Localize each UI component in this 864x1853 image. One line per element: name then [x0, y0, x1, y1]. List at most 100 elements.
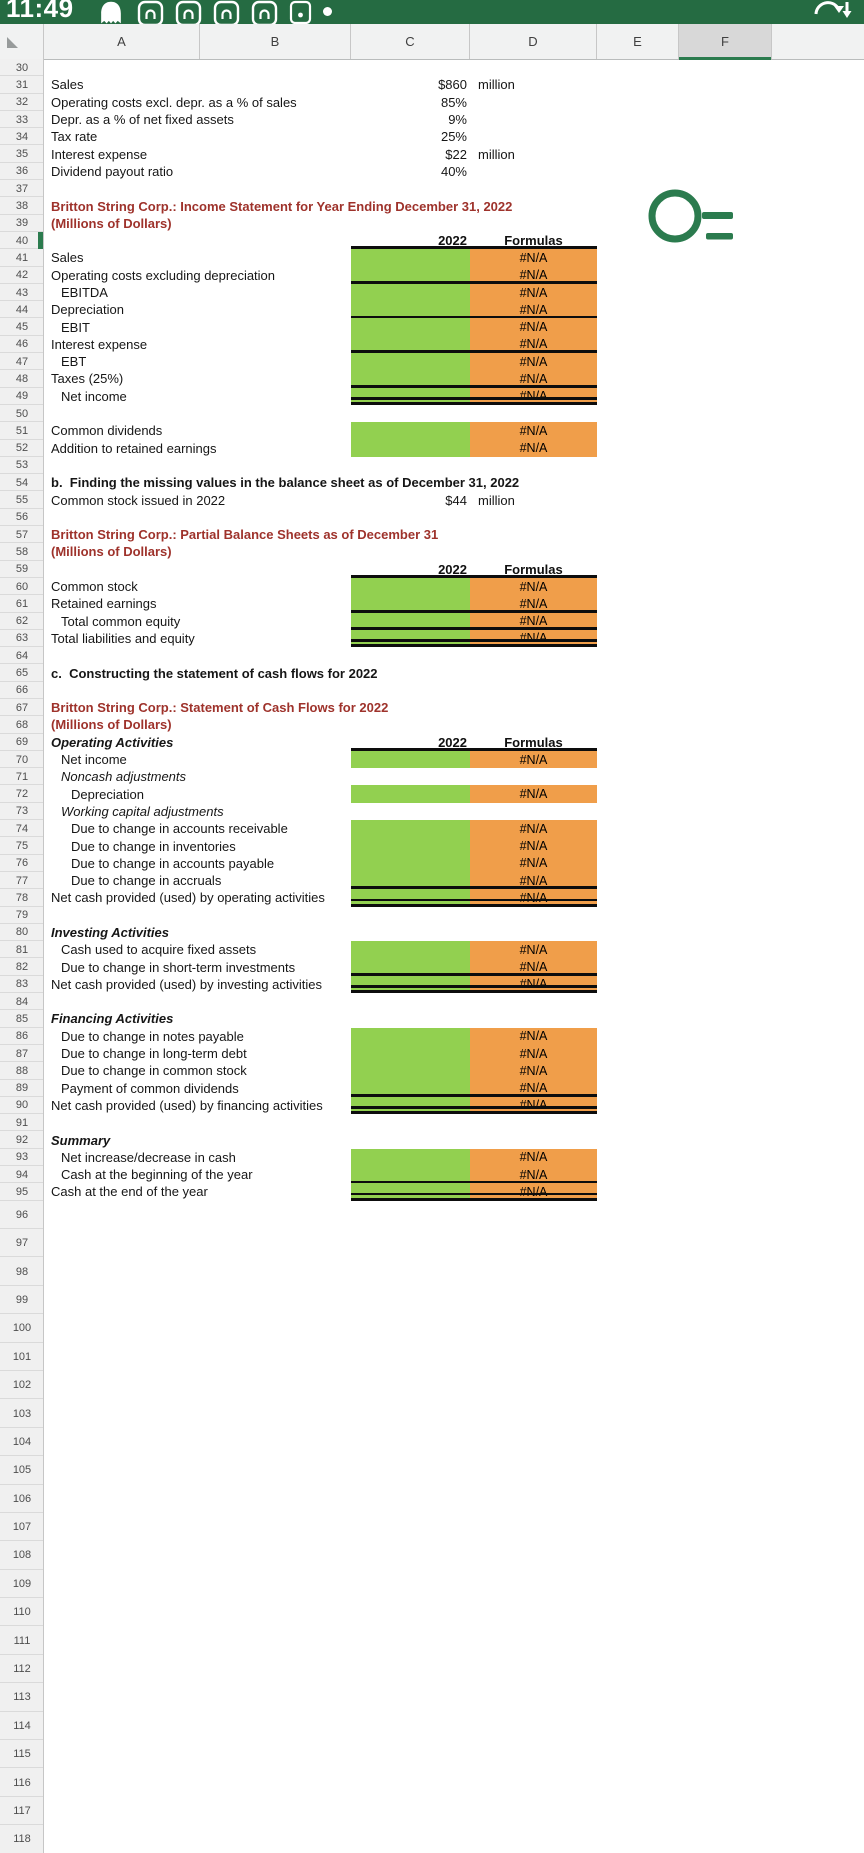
row-number[interactable]: 78	[0, 889, 44, 907]
row-number[interactable]: 105	[0, 1456, 44, 1485]
row-number[interactable]: 90	[0, 1096, 44, 1115]
cell-label[interactable]: Net cash provided (used) by financing ac…	[51, 1097, 323, 1113]
row-number[interactable]: 47	[0, 353, 44, 371]
formula-cell[interactable]: #N/A	[470, 439, 597, 457]
cell-label[interactable]: (Millions of Dollars)	[51, 215, 172, 231]
cell-label[interactable]: Operating costs excl. depr. as a % of sa…	[51, 94, 297, 110]
formulas-header-cell[interactable]: Formulas	[504, 561, 563, 577]
cell-value[interactable]: $22	[445, 146, 467, 162]
cell-label[interactable]: EBIT	[61, 319, 90, 335]
formula-cell[interactable]: #N/A	[470, 1079, 597, 1097]
formula-cell[interactable]: #N/A	[470, 871, 597, 890]
row-number[interactable]: 44	[0, 301, 44, 319]
row-number[interactable]: 97	[0, 1228, 44, 1258]
row-number[interactable]: 71	[0, 768, 44, 786]
input-cell[interactable]	[351, 1096, 470, 1115]
cell-label[interactable]: Depr. as a % of net fixed assets	[51, 112, 234, 128]
formulas-header-cell[interactable]: Formulas	[504, 734, 563, 750]
cell-label[interactable]: EBITDA	[61, 285, 108, 300]
input-cell[interactable]	[351, 750, 470, 769]
row-number[interactable]: 76	[0, 854, 44, 872]
formula-cell[interactable]: #N/A	[470, 318, 597, 336]
row-number[interactable]: 56	[0, 508, 44, 527]
cell-label[interactable]: Payment of common dividends	[61, 1080, 239, 1096]
cell-label[interactable]: Tax rate	[51, 129, 98, 145]
row-number[interactable]: 110	[0, 1598, 44, 1627]
input-cell[interactable]	[351, 1027, 470, 1045]
row-number[interactable]: 112	[0, 1654, 44, 1684]
row-number[interactable]: 89	[0, 1079, 44, 1097]
input-cell[interactable]	[351, 837, 470, 855]
cell-label[interactable]: (Millions of Dollars)	[51, 544, 172, 560]
row-number[interactable]: 106	[0, 1484, 44, 1513]
cell-label[interactable]: Due to change in accounts payable	[71, 855, 275, 871]
cell-label[interactable]: Operating Activities	[51, 734, 174, 750]
column-header-f-selected[interactable]: F	[679, 24, 772, 60]
row-number[interactable]: 45	[0, 318, 44, 336]
formulas-header-cell[interactable]: Formulas	[504, 233, 563, 249]
formula-cell[interactable]: #N/A	[470, 1166, 597, 1184]
row-number[interactable]: 55	[0, 491, 44, 509]
cell-label[interactable]: Operating costs excluding depreciation	[51, 267, 276, 283]
input-cell[interactable]	[351, 595, 470, 613]
formula-cell[interactable]: #N/A	[470, 1062, 597, 1080]
cell-label[interactable]: Due to change in accruals	[71, 873, 222, 889]
row-number[interactable]: 69	[0, 733, 44, 751]
input-cell[interactable]	[351, 266, 470, 284]
cell-unit[interactable]: million	[478, 492, 515, 508]
cell-value[interactable]: 25%	[440, 129, 467, 145]
row-number[interactable]: 30	[0, 59, 44, 77]
input-cell[interactable]	[351, 283, 470, 302]
cell-label[interactable]: Net cash provided (used) by investing ac…	[51, 976, 322, 992]
cell-value[interactable]: 40%	[440, 163, 467, 179]
formula-cell[interactable]: #N/A	[470, 266, 597, 284]
formula-cell[interactable]: #N/A	[470, 975, 597, 994]
formula-cell[interactable]: #N/A	[470, 941, 597, 959]
input-cell[interactable]	[351, 1166, 470, 1184]
select-all-corner[interactable]	[0, 24, 44, 59]
input-cell[interactable]	[351, 577, 470, 596]
formula-cell[interactable]: #N/A	[470, 854, 597, 872]
formula-cell[interactable]: #N/A	[470, 595, 597, 613]
row-number[interactable]: 82	[0, 958, 44, 976]
input-cell[interactable]	[351, 370, 470, 388]
formula-cell[interactable]: #N/A	[470, 335, 597, 354]
input-cell[interactable]	[351, 1079, 470, 1097]
input-cell[interactable]	[351, 335, 470, 354]
input-cell[interactable]	[351, 1044, 470, 1063]
cell-label[interactable]: Sales	[51, 77, 84, 93]
formula-cell[interactable]: #N/A	[470, 283, 597, 302]
year-header-cell[interactable]: 2022	[438, 233, 467, 249]
row-number[interactable]: 104	[0, 1427, 44, 1457]
formula-cell[interactable]: #N/A	[470, 612, 597, 630]
cell-label[interactable]: Total liabilities and equity	[51, 630, 195, 646]
input-cell[interactable]	[351, 439, 470, 457]
input-cell[interactable]	[351, 629, 470, 648]
row-number[interactable]: 70	[0, 750, 44, 769]
cell-unit[interactable]: million	[478, 146, 515, 162]
cell-label[interactable]: Addition to retained earnings	[51, 440, 217, 456]
row-number[interactable]: 85	[0, 1010, 44, 1028]
row-number[interactable]: 107	[0, 1512, 44, 1542]
input-cell[interactable]	[351, 785, 470, 803]
cell-label[interactable]: Due to change in inventories	[71, 838, 236, 854]
row-number[interactable]: 80	[0, 923, 44, 942]
formula-cell[interactable]: #N/A	[470, 837, 597, 855]
cell-label[interactable]: Net increase/decrease in cash	[61, 1149, 236, 1165]
row-number[interactable]: 116	[0, 1768, 44, 1797]
cell-label[interactable]: Depreciation	[51, 302, 124, 318]
row-number[interactable]: 52	[0, 439, 44, 457]
cell-label[interactable]: Interest expense	[51, 336, 148, 352]
input-cell[interactable]	[351, 889, 470, 907]
cell-label[interactable]: Sales	[51, 250, 84, 266]
selection-handle[interactable]	[645, 185, 755, 260]
row-number[interactable]: 102	[0, 1370, 44, 1400]
cell-label[interactable]: Noncash adjustments	[61, 769, 187, 785]
formula-cell[interactable]: #N/A	[470, 1148, 597, 1166]
cell-label[interactable]: Summary	[51, 1132, 111, 1148]
row-number[interactable]: 73	[0, 802, 44, 821]
row-number[interactable]: 36	[0, 162, 44, 181]
input-cell[interactable]	[351, 1062, 470, 1080]
cell-label[interactable]: Interest expense	[51, 146, 148, 162]
row-number[interactable]: 65	[0, 664, 44, 682]
